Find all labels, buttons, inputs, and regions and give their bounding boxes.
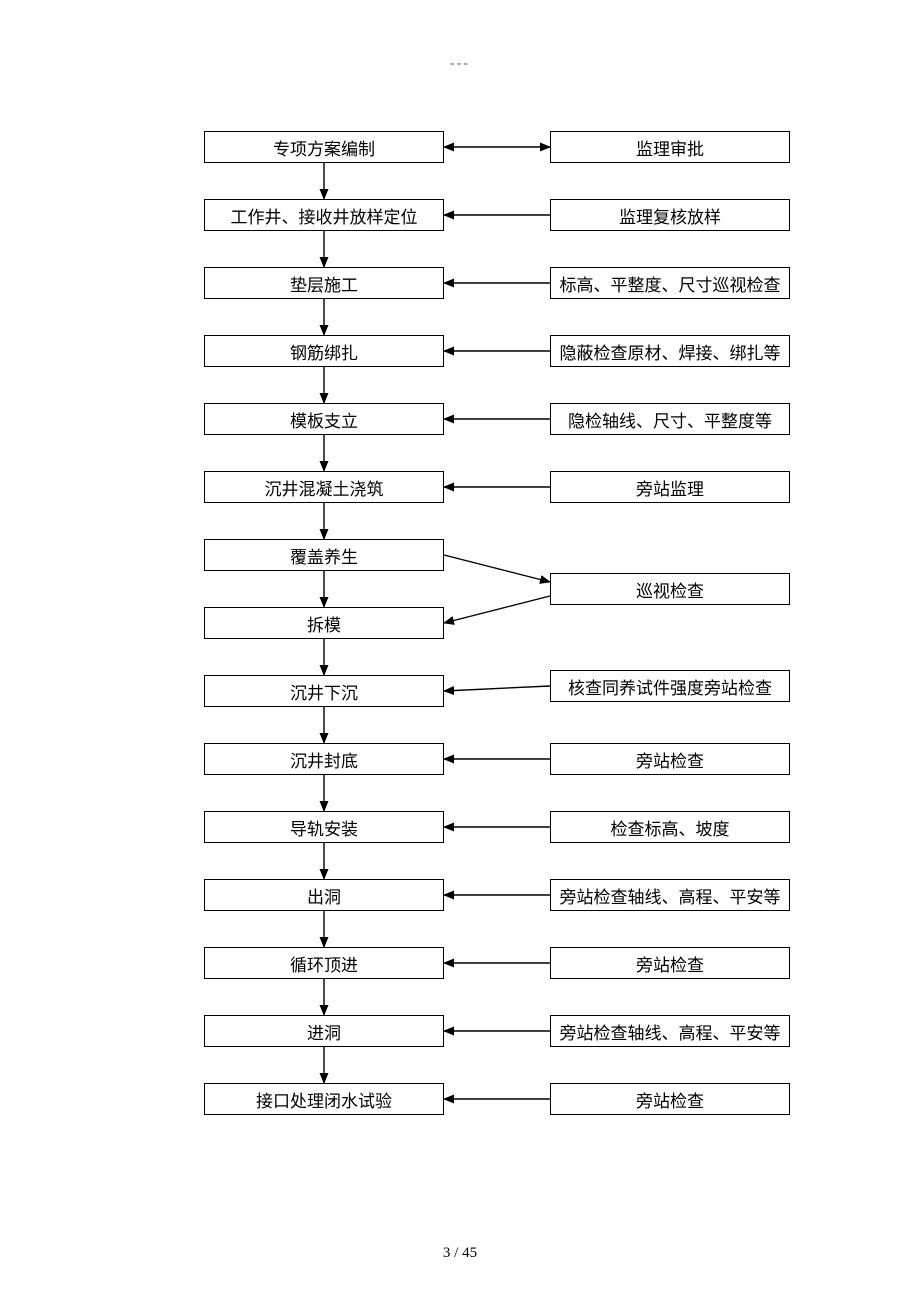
- flow-node-r0: 监理审批: [550, 131, 790, 163]
- flow-node-r9: 旁站检查: [550, 743, 790, 775]
- flow-node-l9: 沉井封底: [204, 743, 444, 775]
- flow-node-r11: 旁站检查轴线、高程、平安等: [550, 879, 790, 911]
- flow-node-r4: 隐检轴线、尺寸、平整度等: [550, 403, 790, 435]
- flow-node-l2: 垫层施工: [204, 267, 444, 299]
- page: --- 专项方案编制 监理审批工作井、接收井放样定位 监理复核放样垫层施工 标高、平整…: [0, 0, 920, 1302]
- flow-node-l4: 模板支立: [204, 403, 444, 435]
- flow-node-l12: 循环顶进: [204, 947, 444, 979]
- flow-node-l7: 拆模: [204, 607, 444, 639]
- flow-node-r5: 旁站监理: [550, 471, 790, 503]
- flow-node-r12: 旁站检查: [550, 947, 790, 979]
- flow-node-l5: 沉井混凝土浇筑: [204, 471, 444, 503]
- flow-node-r13: 旁站检查轴线、高程、平安等: [550, 1015, 790, 1047]
- flow-node-r8: 核查同养试件强度旁站检查: [550, 670, 790, 702]
- flow-node-r1: 监理复核放样: [550, 199, 790, 231]
- flow-node-l6: 覆盖养生: [204, 539, 444, 571]
- flow-node-l0: 专项方案编制: [204, 131, 444, 163]
- flow-node-r2: 标高、平整度、尺寸巡视检查: [550, 267, 790, 299]
- flow-node-l14: 接口处理闭水试验: [204, 1083, 444, 1115]
- flow-node-r10: 检查标高、坡度: [550, 811, 790, 843]
- flow-node-l3: 钢筋绑扎: [204, 335, 444, 367]
- page-footer: 3 / 45: [443, 1245, 477, 1262]
- flow-node-l10: 导轨安装: [204, 811, 444, 843]
- header-mark: ---: [450, 56, 470, 72]
- flow-node-r3: 隐蔽检查原材、焊接、绑扎等: [550, 335, 790, 367]
- flow-node-l1: 工作井、接收井放样定位: [204, 199, 444, 231]
- flow-node-r14: 旁站检查: [550, 1083, 790, 1115]
- flow-node-l8: 沉井下沉: [204, 675, 444, 707]
- flow-node-l11: 出洞: [204, 879, 444, 911]
- flow-node-l13: 进洞: [204, 1015, 444, 1047]
- flow-node-r67: 巡视检查: [550, 573, 790, 605]
